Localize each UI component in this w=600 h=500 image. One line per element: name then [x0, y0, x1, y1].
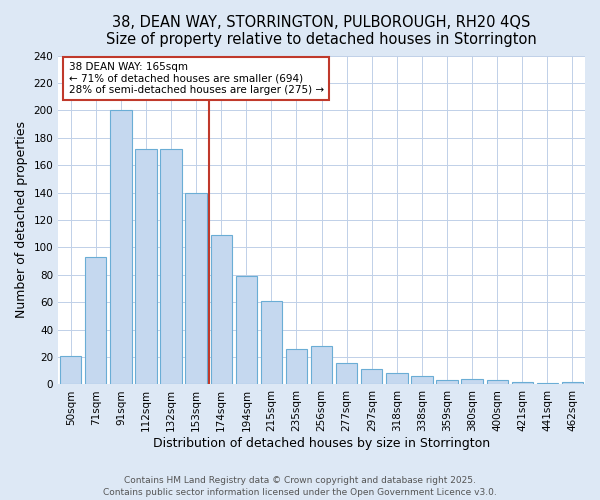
Bar	[185, 192, 207, 384]
Bar	[361, 370, 382, 384]
Bar	[336, 362, 358, 384]
Bar	[110, 110, 131, 384]
Bar	[562, 382, 583, 384]
Bar	[512, 382, 533, 384]
Bar	[136, 148, 157, 384]
Title: 38, DEAN WAY, STORRINGTON, PULBOROUGH, RH20 4QS
Size of property relative to det: 38, DEAN WAY, STORRINGTON, PULBOROUGH, R…	[106, 15, 537, 48]
Bar	[160, 148, 182, 384]
Bar	[487, 380, 508, 384]
Text: Contains HM Land Registry data © Crown copyright and database right 2025.
Contai: Contains HM Land Registry data © Crown c…	[103, 476, 497, 497]
X-axis label: Distribution of detached houses by size in Storrington: Distribution of detached houses by size …	[153, 437, 490, 450]
Bar	[411, 376, 433, 384]
Text: 38 DEAN WAY: 165sqm
← 71% of detached houses are smaller (694)
28% of semi-detac: 38 DEAN WAY: 165sqm ← 71% of detached ho…	[69, 62, 324, 96]
Bar	[286, 349, 307, 384]
Bar	[386, 374, 407, 384]
Bar	[85, 257, 106, 384]
Bar	[311, 346, 332, 385]
Bar	[537, 383, 558, 384]
Bar	[461, 379, 483, 384]
Bar	[211, 235, 232, 384]
Bar	[236, 276, 257, 384]
Bar	[60, 356, 82, 384]
Y-axis label: Number of detached properties: Number of detached properties	[15, 122, 28, 318]
Bar	[261, 301, 282, 384]
Bar	[436, 380, 458, 384]
